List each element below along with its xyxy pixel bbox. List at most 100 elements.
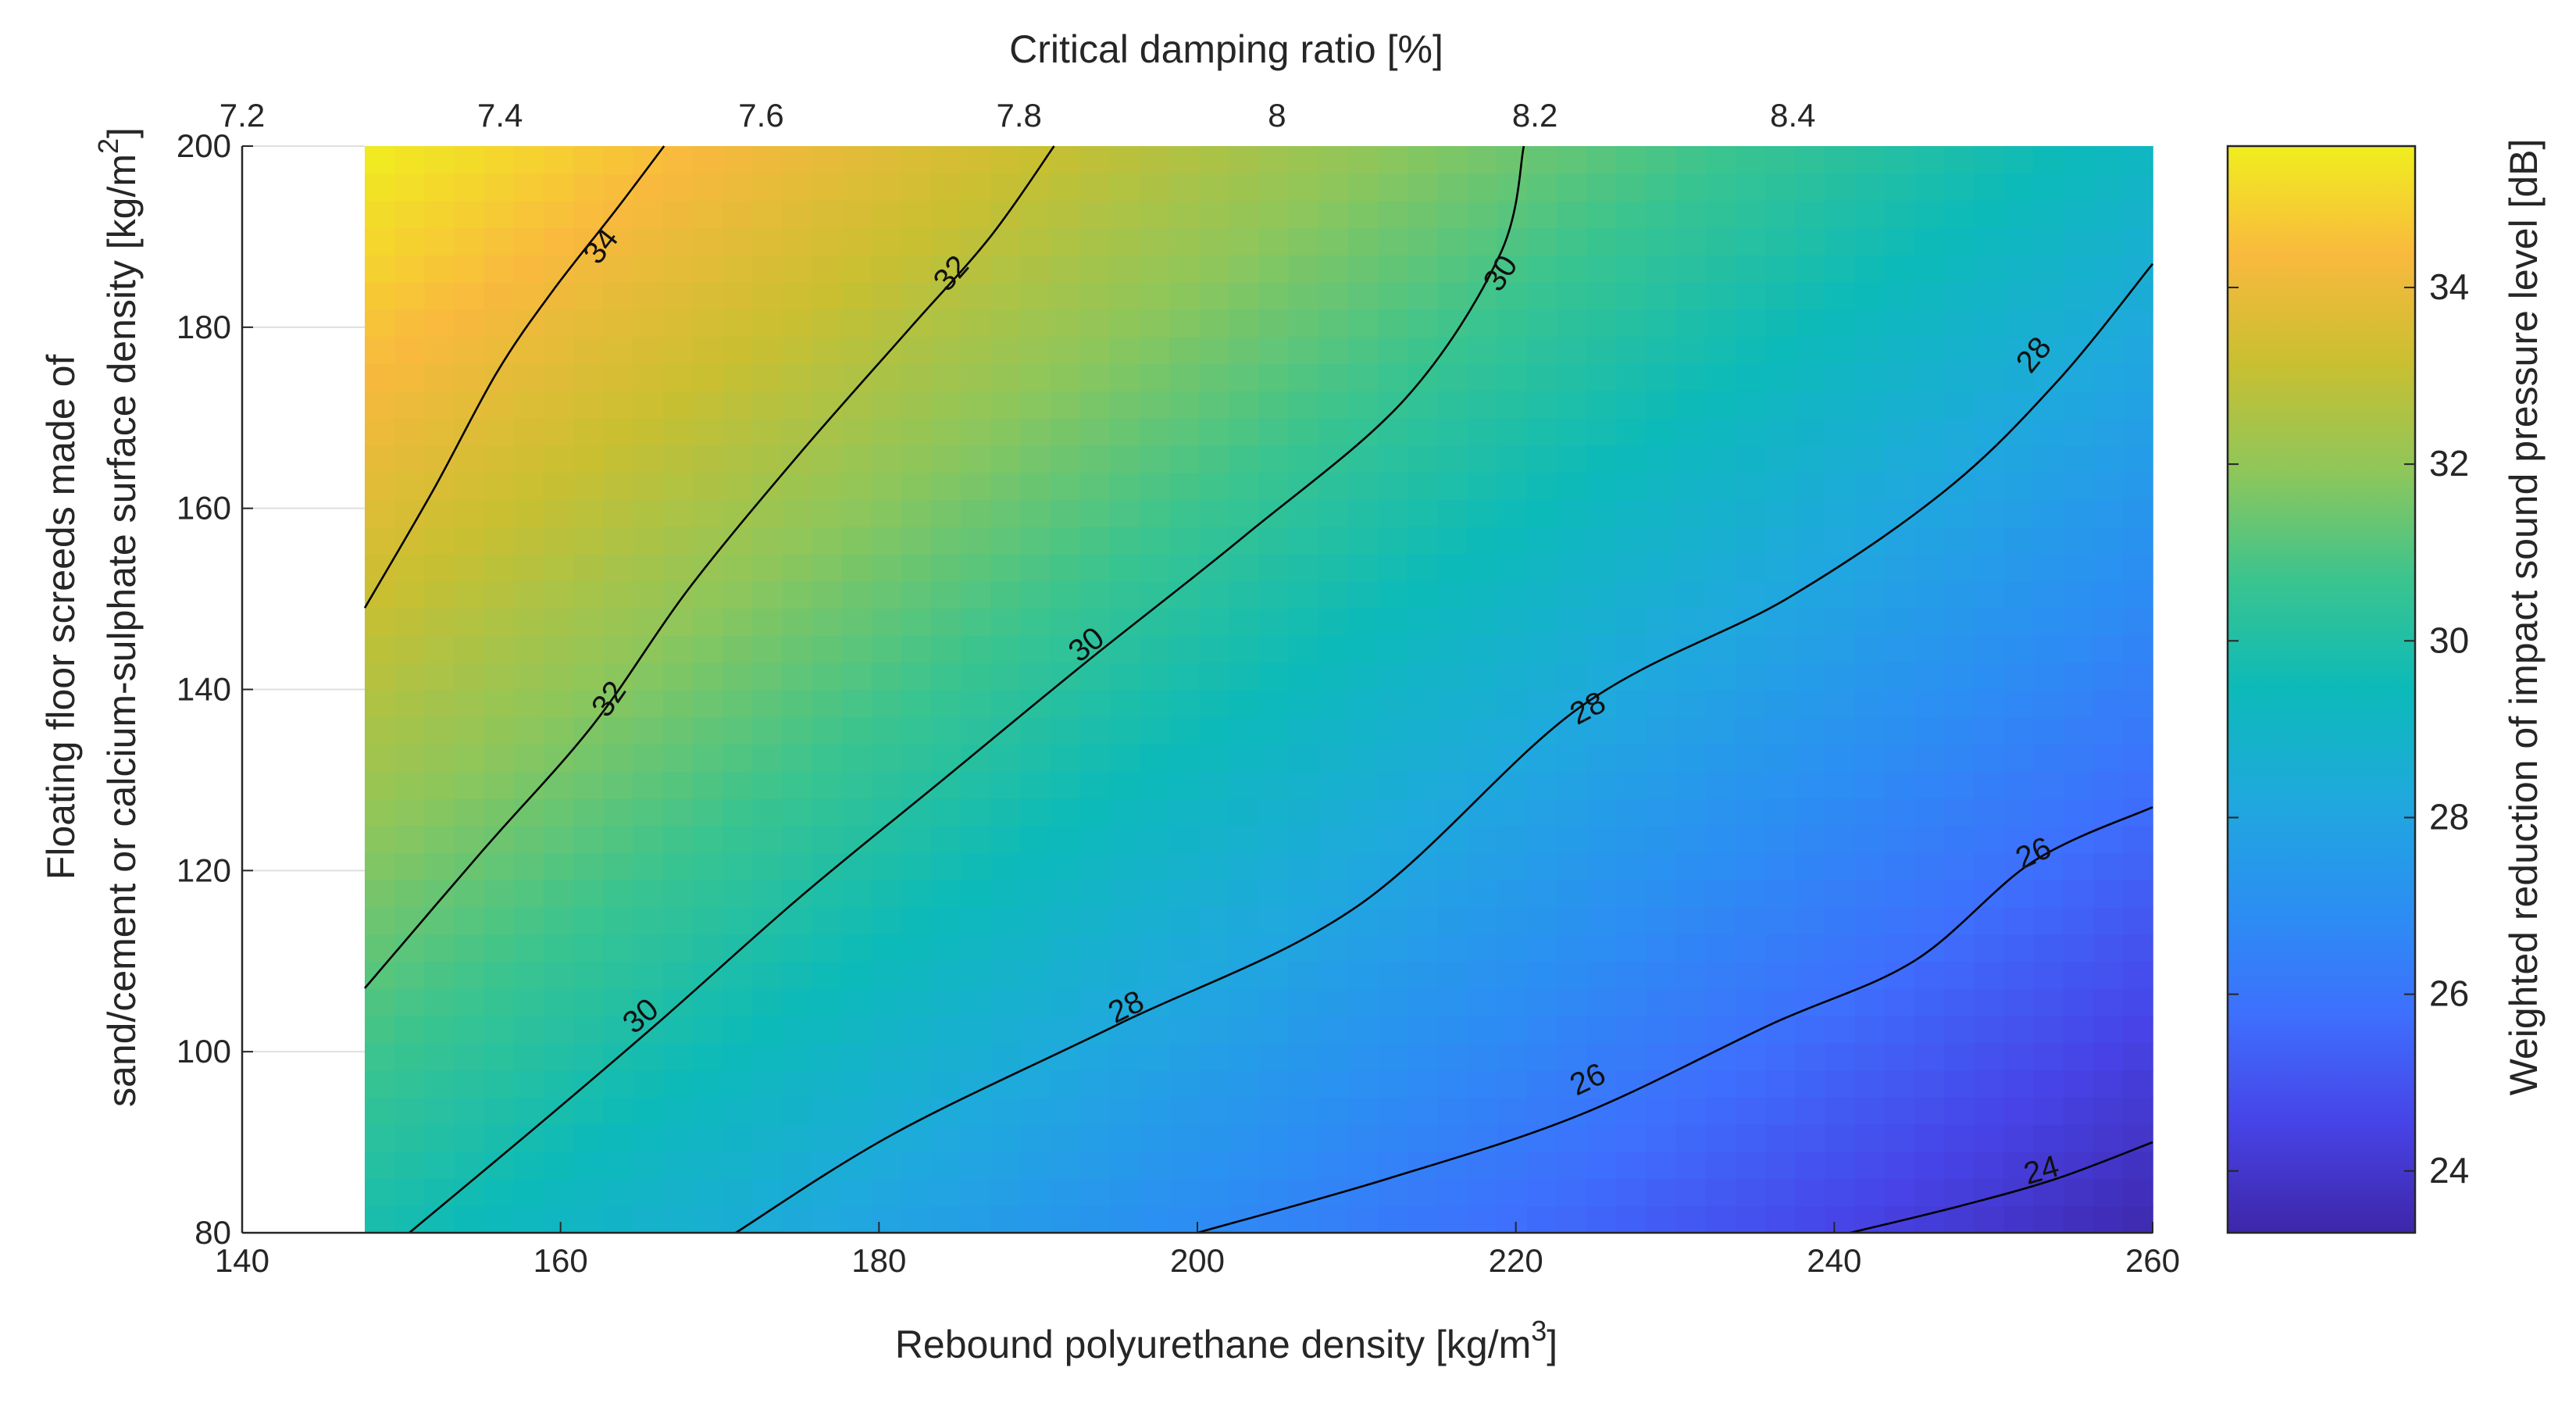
heatmap-cell (1616, 744, 1647, 772)
heatmap-cell (901, 852, 932, 880)
heatmap-cell (483, 227, 515, 255)
heatmap-cell (1884, 146, 1915, 174)
heatmap-cell (1020, 662, 1051, 691)
heatmap-cell (1408, 336, 1439, 364)
heatmap-cell (1526, 336, 1557, 364)
heatmap-cell (722, 1178, 753, 1207)
heatmap-cell (1139, 879, 1170, 908)
heatmap-cell (1854, 363, 1886, 391)
heatmap-cell (1974, 472, 2005, 500)
heatmap-cell (1884, 580, 1915, 609)
heatmap-cell (1705, 472, 1736, 500)
heatmap-cell (1229, 634, 1260, 663)
heatmap-cell (1646, 1151, 1677, 1180)
heatmap-cell (1437, 744, 1468, 772)
heatmap-cell (1526, 1015, 1557, 1044)
heatmap-cell (901, 363, 932, 391)
heatmap-cell (2093, 580, 2124, 609)
top-x-tick-label: 7.2 (219, 97, 265, 134)
heatmap-cell (573, 146, 604, 174)
heatmap-cell (1318, 961, 1349, 989)
heatmap-cell (1437, 336, 1468, 364)
heatmap-cell (1437, 662, 1468, 691)
heatmap-cell (483, 852, 515, 880)
heatmap-cell (1467, 988, 1498, 1016)
heatmap-cell (543, 798, 574, 827)
heatmap-cell (1646, 825, 1677, 853)
heatmap-cell (2122, 852, 2153, 880)
heatmap-cell (1557, 1097, 1587, 1125)
heatmap-cell (2093, 634, 2124, 663)
heatmap-cell (1378, 1205, 1409, 1234)
heatmap-cell (1616, 445, 1647, 473)
heatmap-cell (394, 825, 426, 853)
heatmap-cell (603, 906, 634, 935)
heatmap-cell (961, 825, 991, 853)
heatmap-cell (841, 526, 872, 555)
heatmap-cell (722, 1042, 753, 1071)
heatmap-cell (1705, 363, 1736, 391)
heatmap-cell (1795, 227, 1826, 255)
heatmap-cell (961, 906, 991, 935)
heatmap-cell (365, 608, 395, 636)
heatmap-cell (871, 1205, 902, 1234)
heatmap-cell (722, 417, 753, 446)
heatmap-cell (1675, 281, 1707, 310)
heatmap-cell (1914, 744, 1945, 772)
heatmap-cell (751, 200, 783, 229)
heatmap-cell (513, 906, 544, 935)
heatmap-cell (751, 553, 783, 582)
heatmap-cell (1854, 445, 1886, 473)
heatmap-cell (394, 309, 426, 337)
heatmap-cell (1020, 798, 1051, 827)
heatmap-cell (841, 1015, 872, 1044)
heatmap-cell (483, 445, 515, 473)
heatmap-cell (1467, 798, 1498, 827)
heatmap-cell (2033, 961, 2064, 989)
heatmap-cell (483, 744, 515, 772)
heatmap-cell (1557, 934, 1587, 962)
heatmap-cell (483, 770, 515, 799)
heatmap-cell (513, 879, 544, 908)
heatmap-cell (1109, 417, 1140, 446)
heatmap-cell (2122, 744, 2153, 772)
heatmap-cell (2093, 526, 2124, 555)
heatmap-cell (1646, 472, 1677, 500)
heatmap-cell (1318, 634, 1349, 663)
heatmap-cell (573, 363, 604, 391)
heatmap-cell (990, 825, 1022, 853)
heatmap-cell (1199, 309, 1230, 337)
heatmap-cell (1318, 879, 1349, 908)
heatmap-cell (573, 662, 604, 691)
heatmap-cell (1616, 1042, 1647, 1071)
heatmap-cell (543, 1042, 574, 1071)
heatmap-cell (782, 1070, 813, 1098)
heatmap-cell (1765, 716, 1796, 745)
heatmap-cell (2003, 200, 2035, 229)
heatmap-cell (1288, 281, 1319, 310)
heatmap-cell (1079, 744, 1111, 772)
heatmap-cell (603, 608, 634, 636)
heatmap-cell (1795, 363, 1826, 391)
heatmap-cell (1557, 1070, 1587, 1098)
heatmap-cell (1258, 146, 1290, 174)
heatmap-cell (1318, 852, 1349, 880)
heatmap-cell (1735, 662, 1766, 691)
heatmap-cell (871, 852, 902, 880)
heatmap-cell (483, 634, 515, 663)
heatmap-cell (1884, 634, 1915, 663)
heatmap-cell (1318, 988, 1349, 1016)
heatmap-cell (1467, 417, 1498, 446)
heatmap-cell (1735, 173, 1766, 202)
heatmap-cell (1526, 146, 1557, 174)
heatmap-cell (1229, 825, 1260, 853)
heatmap-cell (930, 1070, 962, 1098)
heatmap-cell (1586, 879, 1618, 908)
heatmap-cell (454, 634, 485, 663)
heatmap-cell (573, 798, 604, 827)
heatmap-cell (1943, 227, 1975, 255)
heatmap-cell (2003, 146, 2035, 174)
heatmap-cell (1288, 798, 1319, 827)
x-tick-label: 240 (1807, 1242, 1861, 1279)
heatmap-cell (543, 879, 574, 908)
